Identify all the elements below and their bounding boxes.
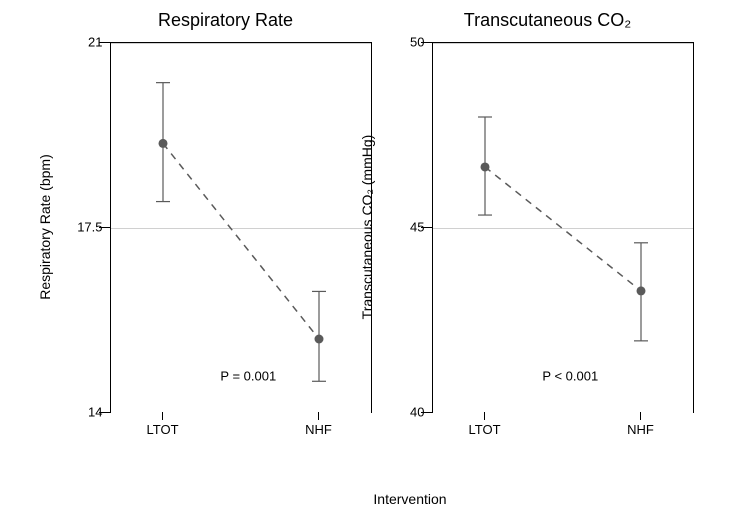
x-tick-label: LTOT <box>146 422 178 437</box>
panel-wrap: Respiratory Rate Respiratory Rate (bpm) … <box>0 0 733 480</box>
data-marker <box>636 286 645 295</box>
connector-line <box>485 167 641 291</box>
data-marker <box>480 162 489 171</box>
y-tick-label: 50 <box>410 35 424 50</box>
x-tick-label: NHF <box>305 422 332 437</box>
x-tick <box>484 412 485 420</box>
data-marker <box>314 335 323 344</box>
x-tick-label: NHF <box>627 422 654 437</box>
y-axis-title: Transcutaneous CO₂ (mmHg) <box>359 135 375 320</box>
p-value-label: P = 0.001 <box>220 369 276 384</box>
y-tick-label: 40 <box>410 405 424 420</box>
x-tick <box>640 412 641 420</box>
x-tick <box>318 412 319 420</box>
plot-area: P < 0.001 <box>433 42 694 413</box>
plot-area: P = 0.001 <box>111 42 372 413</box>
x-tick-label: LTOT <box>468 422 500 437</box>
x-axis-title: Intervention <box>373 491 446 507</box>
data-marker <box>158 139 167 148</box>
connector-line <box>163 143 319 339</box>
figure: Respiratory Rate Respiratory Rate (bpm) … <box>0 0 733 513</box>
chart-svg <box>433 43 693 413</box>
y-tick-label: 21 <box>88 35 102 50</box>
chart-svg <box>111 43 371 413</box>
x-tick <box>162 412 163 420</box>
panel-title: Transcutaneous CO₂ <box>393 10 703 31</box>
y-axis-title: Respiratory Rate (bpm) <box>37 154 53 300</box>
y-tick-label: 17.5 <box>77 220 102 235</box>
panel-title: Respiratory Rate <box>71 10 381 31</box>
panel-respiratory-rate: Respiratory Rate Respiratory Rate (bpm) … <box>71 10 381 450</box>
panel-transcutaneous-co2: Transcutaneous CO₂ Transcutaneous CO₂ (m… <box>393 10 703 450</box>
y-tick-label: 45 <box>410 220 424 235</box>
p-value-label: P < 0.001 <box>542 369 598 384</box>
y-tick-label: 14 <box>88 405 102 420</box>
